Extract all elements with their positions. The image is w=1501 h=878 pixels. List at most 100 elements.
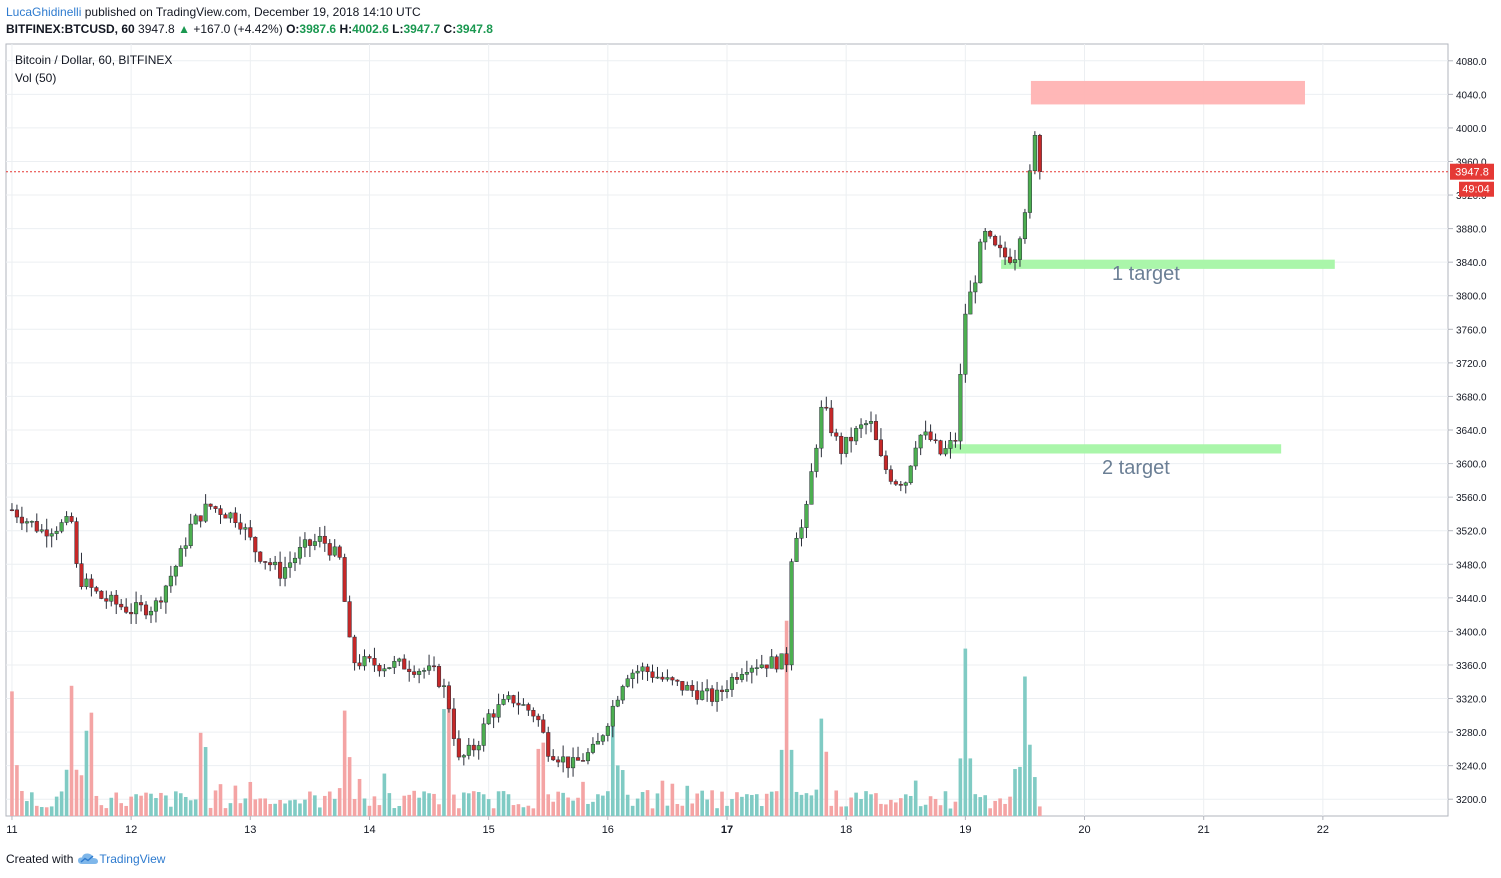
candle-body [998,244,1003,249]
candle-body [431,665,437,668]
candle-body [481,723,486,746]
volume-bar [392,808,397,816]
volume-bar [943,791,948,816]
volume-bar [382,773,387,816]
candle-body [794,537,799,562]
volume-bar [591,801,595,816]
volume-bar [169,806,173,816]
candle-body [620,686,625,701]
author-link[interactable]: LucaGhidinelli [6,5,82,19]
price-tick-label: 3880.0 [1456,225,1487,236]
candle-body [546,732,551,757]
candle-body [715,689,720,702]
volume-bar [859,798,863,816]
time-tick-label: 12 [125,824,137,836]
candle-body [898,483,903,486]
candle-body [268,562,273,566]
volume-bar [884,804,888,816]
volume-bar [759,806,764,816]
volume-bar [432,793,436,816]
volume-bar [288,800,292,816]
volume-bar [327,791,332,816]
candle-body [988,231,993,237]
candle-body [978,241,983,284]
candle-body [397,658,402,662]
candle-body [213,506,218,509]
volume-bar [462,792,466,816]
price-tick-label: 3720.0 [1456,359,1487,370]
candle-body [203,503,208,522]
volume-bar [263,798,268,816]
volume-bar [968,758,973,816]
candle-body [148,610,154,616]
candle-body [759,664,764,668]
volume-bar [471,791,476,816]
candle-body [645,666,650,673]
candle-body [14,509,19,518]
candle-body [789,561,794,666]
candle-body [710,688,715,702]
candle-body [471,744,476,751]
volume-bar [750,794,754,816]
candle-body [49,533,54,537]
volume-bar [397,806,402,816]
candle-body [183,545,188,549]
volume-bar [308,791,312,816]
volume-bar [764,793,769,816]
volume-bar [675,804,680,816]
volume-bar [556,791,560,816]
volume-bar [243,798,248,816]
candle-body [854,428,859,442]
candle-body [784,653,789,666]
volume-bar [1033,777,1037,816]
volume-bar [20,790,24,816]
legend-title: Bitcoin / Dollar, 60, BITFINEX [15,53,172,67]
candle-body [605,725,610,736]
volume-bar [581,781,585,816]
volume-bar [854,792,858,816]
price-axis[interactable]: 3200.0 3240.0 3280.0 3320.0 3360.0 3400.0 3440… [1448,57,1487,806]
volume-bar [665,805,670,816]
candle-body [640,666,645,672]
volume-bar [635,798,640,816]
time-tick-label: 11 [6,824,17,836]
time-tick-label: 13 [244,824,256,836]
candle-body [769,656,774,669]
candle-body [660,676,665,680]
volume-bar [601,795,605,816]
time-axis[interactable]: 11 12 13 14 15 16 17 18 19 20 21 22 [6,816,1329,836]
candle-body [724,689,730,692]
candle-body [441,685,447,687]
price-tick-label: 3800.0 [1456,292,1487,303]
candle-body [287,562,293,568]
volume-bar [720,791,724,816]
volume-bar [188,800,193,816]
volume-bar [223,808,228,816]
volume-bar [496,791,501,816]
candle-body [238,522,243,530]
zones [947,80,1335,454]
candle-body [819,406,824,449]
up-arrow-icon: ▲ [178,22,190,36]
candle-body [104,598,109,602]
candle-body [511,695,516,704]
volume-bar [521,807,526,816]
candle-body [506,695,511,700]
candle-body [69,516,74,522]
candle-body [719,689,725,692]
candle-body [1012,259,1018,263]
price-tick-label: 3200.0 [1456,795,1487,806]
price-chart[interactable]: 3200.0 3240.0 3280.0 3320.0 3360.0 3400.0 3440… [0,0,1501,850]
tradingview-link[interactable]: TradingView [77,852,165,866]
candle-body [258,551,263,562]
volume-bar [337,788,342,816]
volume-bar [640,792,645,816]
time-tick-label: 19 [959,824,971,836]
candle-body [675,679,680,682]
volume-bar [824,751,829,816]
volume-bar [551,801,556,816]
volume-bar [625,794,630,816]
candle-body [427,665,432,671]
volume-bar [725,805,729,816]
volume-bar [49,806,54,816]
